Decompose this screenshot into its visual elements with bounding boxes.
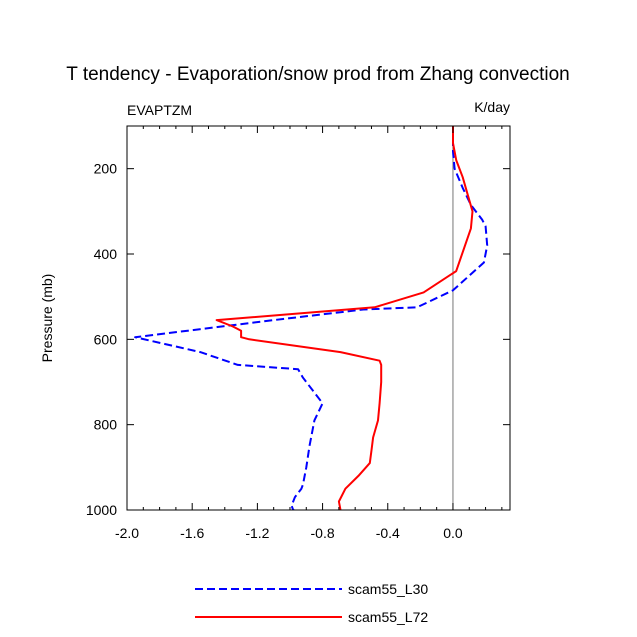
x-tick-label: -2.0 — [115, 525, 139, 541]
left-subtitle: EVAPTZM — [127, 102, 192, 118]
series-line-scam55_L30 — [134, 126, 489, 510]
series-layer — [134, 126, 489, 510]
y-tick-label: 200 — [94, 161, 118, 177]
x-tick-label: -1.2 — [245, 525, 269, 541]
y-tick-label: 400 — [94, 246, 118, 262]
chart-title: T tendency - Evaporation/snow prod from … — [66, 64, 569, 85]
legend-label-scam55_L72: scam55_L72 — [348, 609, 428, 625]
y-tick-label: 1000 — [86, 502, 117, 518]
x-tick-label: 0.0 — [443, 525, 463, 541]
legend-label-scam55_L30: scam55_L30 — [348, 581, 428, 597]
x-tick-label: -1.6 — [180, 525, 204, 541]
y-tick-label: 600 — [94, 331, 118, 347]
right-subtitle: K/day — [474, 99, 510, 115]
y-tick-label: 800 — [94, 417, 118, 433]
x-tick-label: -0.8 — [311, 525, 335, 541]
x-tick-label: -0.4 — [376, 525, 400, 541]
series-line-scam55_L72 — [215, 126, 474, 510]
plot-frame — [126, 125, 511, 511]
ticks-layer: -2.0 -1.6 -1.2 -0.8 -0.4 0.0 200 400 600 800 1000 — [86, 126, 510, 541]
legend: scam55_L30 scam55_L72 — [195, 581, 428, 625]
y-axis-label: Pressure (mb) — [39, 274, 55, 363]
